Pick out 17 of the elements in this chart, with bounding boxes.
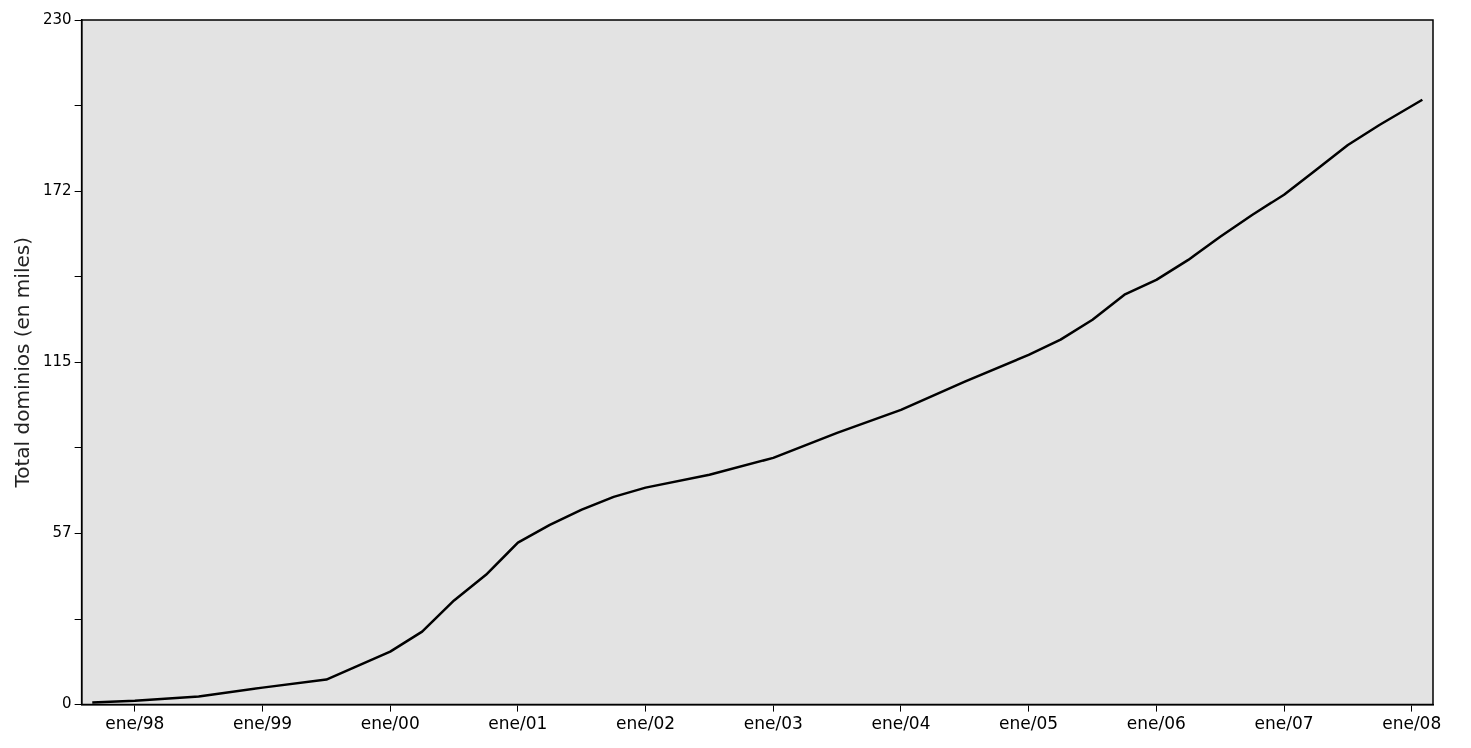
x-tick-label: ene/04 bbox=[871, 713, 931, 734]
y-tick-label: 0 bbox=[62, 694, 72, 713]
x-tick-label: ene/07 bbox=[1254, 713, 1314, 734]
x-tick-label: ene/03 bbox=[743, 713, 803, 734]
x-tick-label: ene/05 bbox=[999, 713, 1059, 734]
y-axis-title: Total dominios (en miles) bbox=[10, 237, 35, 489]
y-tick-label: 115 bbox=[42, 352, 72, 371]
y-tick-label: 57 bbox=[52, 523, 72, 542]
y-tick-label: 230 bbox=[42, 9, 72, 28]
y-tick-label: 172 bbox=[42, 181, 72, 200]
x-tick-label: ene/08 bbox=[1382, 713, 1442, 734]
x-tick-label: ene/01 bbox=[488, 713, 548, 734]
x-tick-label: ene/98 bbox=[105, 713, 165, 734]
x-tick-label: ene/00 bbox=[360, 713, 420, 734]
x-tick-label: ene/99 bbox=[232, 713, 293, 734]
x-tick-label: ene/02 bbox=[616, 713, 676, 734]
x-tick-label: ene/06 bbox=[1126, 713, 1186, 734]
